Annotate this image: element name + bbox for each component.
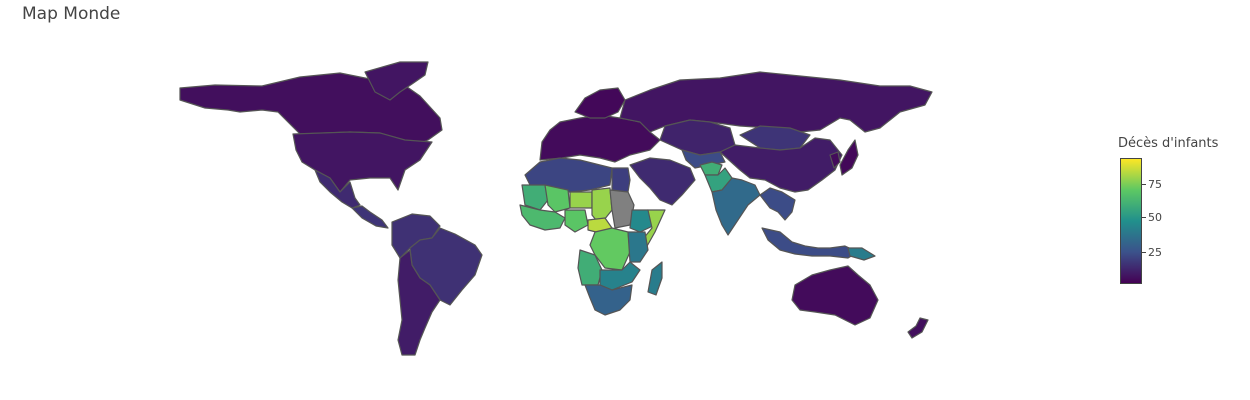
region-greenland — [364, 61, 429, 101]
region-madagascar — [647, 261, 663, 296]
chart-title: Map Monde — [22, 4, 121, 24]
region-india — [711, 177, 761, 236]
region-central-america — [351, 205, 389, 229]
region-australia — [791, 265, 879, 326]
region-west-africa — [519, 204, 566, 231]
region-north-africa — [524, 157, 613, 193]
region-niger — [569, 191, 593, 209]
region-korea — [829, 151, 841, 169]
region-mali — [544, 184, 571, 213]
region-japan — [839, 139, 859, 176]
region-russia — [619, 71, 933, 133]
colorbar — [1120, 158, 1142, 284]
region-mauritania — [521, 184, 549, 211]
region-east-africa — [627, 231, 649, 263]
colorbar-tick-75: 75 — [1142, 178, 1162, 191]
region-usa — [292, 131, 433, 193]
region-indonesia — [761, 227, 859, 259]
region-afghanistan — [699, 161, 723, 176]
region-scandinavia — [574, 87, 626, 119]
region-mexico — [314, 169, 361, 209]
region-new-zealand — [907, 317, 929, 339]
region-papua-new-guinea — [847, 247, 876, 261]
region-china — [719, 137, 843, 193]
region-egypt — [611, 167, 631, 193]
region-southeast-asia — [759, 187, 796, 221]
colorbar-tick-25: 25 — [1142, 246, 1162, 259]
region-middle-east — [629, 157, 696, 206]
region-southern-cone — [397, 249, 441, 356]
colorbar-tick-50: 50 — [1142, 211, 1162, 224]
colorbar-title: Décès d'infants — [1118, 136, 1219, 151]
region-nigeria — [564, 209, 589, 233]
region-southern-africa — [584, 284, 633, 316]
region-chad — [591, 187, 613, 226]
